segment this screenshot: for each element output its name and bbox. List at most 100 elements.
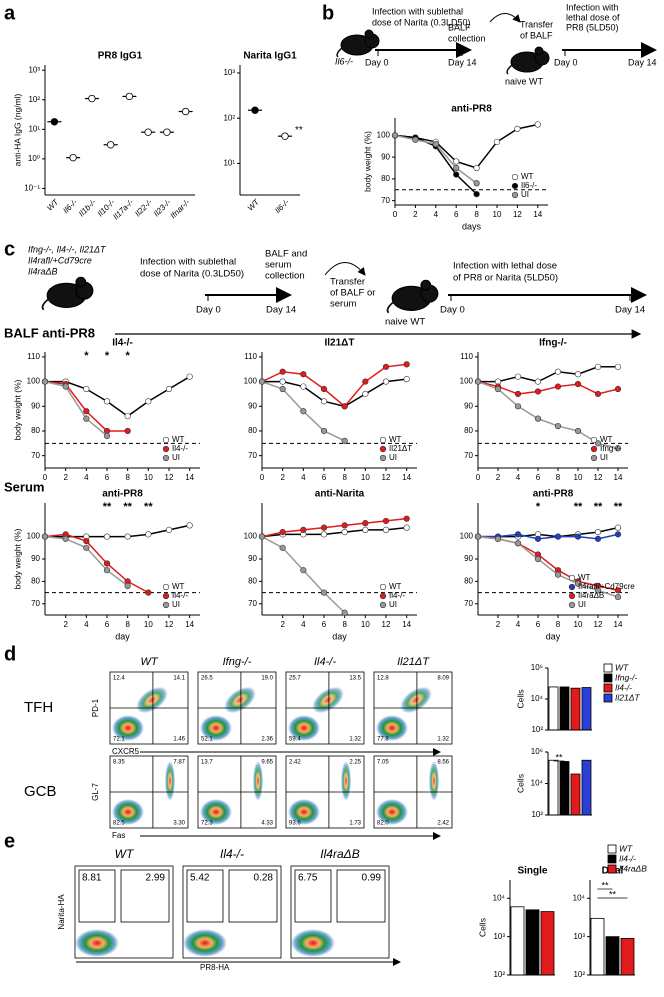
legend-label: Il4-/- <box>619 853 636 863</box>
label: dose of Narita (0.3LD50) <box>140 269 244 280</box>
chart-title: Single <box>517 866 547 877</box>
x-tick-label: 4 <box>516 620 521 629</box>
column-title: Il4raΔB <box>320 847 359 861</box>
quadrant-value: 1.32 <box>437 737 449 743</box>
legend-marker <box>162 592 170 600</box>
data-point <box>514 125 521 132</box>
y-tick-label: 10⁻¹ <box>24 184 40 193</box>
legend-marker <box>162 583 170 591</box>
data-point <box>362 378 369 385</box>
y-axis-label: Cells <box>515 690 525 709</box>
row-label: Serum <box>4 479 44 494</box>
data-point <box>300 526 307 533</box>
label: Infection with sublethal <box>140 257 236 268</box>
x-tick-label: 8 <box>556 620 561 629</box>
significance: ** <box>609 889 617 899</box>
x-tick-label: 14 <box>533 210 542 219</box>
y-tick-label: 100 <box>460 532 474 541</box>
data-point <box>103 533 111 540</box>
legend-label: Ifng-/- <box>600 444 621 453</box>
y-axis-label: Cells <box>477 918 487 937</box>
data-point <box>144 128 152 136</box>
data-point <box>145 531 152 538</box>
x-tick-label: 8 <box>125 620 130 629</box>
data-point <box>279 368 286 375</box>
y-tick-label: 10² <box>28 95 40 104</box>
data-point <box>106 141 115 149</box>
schematic-shapes <box>41 13 657 339</box>
legend-swatch <box>607 844 617 854</box>
quadrant-value: 1.32 <box>349 737 361 743</box>
label: Day 14 <box>448 57 477 67</box>
legend-label: UI <box>389 453 397 462</box>
bar <box>590 917 605 976</box>
data-point <box>320 398 328 405</box>
y-tick-label: 90 <box>381 152 390 161</box>
legend-swatch <box>603 693 613 703</box>
bar <box>559 761 570 816</box>
quadrant-value: 77.8 <box>377 737 389 743</box>
legend-marker <box>511 173 519 181</box>
data-point <box>534 415 542 422</box>
cell-density <box>376 799 408 825</box>
data-point <box>474 378 482 385</box>
x-tick-label: 0 <box>43 473 48 482</box>
data-point <box>62 383 69 390</box>
bar <box>510 906 525 976</box>
significance: * <box>536 501 541 513</box>
x-tick-label: 8 <box>342 473 347 482</box>
cell-density <box>200 715 232 741</box>
series-line <box>261 363 407 408</box>
data-point <box>382 378 390 385</box>
data-point <box>300 383 307 390</box>
cell-density <box>253 761 263 801</box>
gate <box>336 869 386 923</box>
data-point <box>594 529 602 536</box>
cell-density <box>136 686 168 714</box>
y-tick-label: 10⁶ <box>531 747 543 756</box>
legend-marker <box>511 182 519 190</box>
y-tick-label: 80 <box>381 174 390 183</box>
y-tick-label: 10⁴ <box>573 893 586 902</box>
x-tick-label: 6 <box>322 473 327 482</box>
x-tick-label: 8 <box>474 210 479 219</box>
data-point <box>103 567 111 574</box>
data-point <box>341 529 348 536</box>
y-tick-label: 80 <box>31 577 40 586</box>
data-point <box>614 524 622 531</box>
data-point <box>453 158 460 165</box>
label: of PR8 or Narita (5LD50) <box>453 273 558 284</box>
y-tick-label: 70 <box>248 451 257 460</box>
x-tick-label: 6 <box>105 473 110 482</box>
y-tick-label: 10³ <box>573 932 585 941</box>
legend-label: UI <box>600 453 608 462</box>
cell-density <box>224 686 256 714</box>
legend-label: Ifng-/- <box>615 672 637 682</box>
y-tick-label: 100 <box>244 532 258 541</box>
quadrant-value: 9.65 <box>261 760 273 766</box>
quadrant-value: 1.73 <box>349 821 361 827</box>
x-tick-label: 10 <box>574 620 583 629</box>
data-point <box>103 432 111 440</box>
gate-value: 5.42 <box>190 873 210 884</box>
series-line <box>478 366 618 383</box>
legend-label: Il4raΔB <box>619 863 647 873</box>
label: Day 0 <box>365 57 389 67</box>
significance: * <box>126 350 131 362</box>
y-tick-label: 10² <box>573 970 585 979</box>
data-point <box>145 398 152 405</box>
data-point <box>614 363 622 370</box>
data-point <box>165 526 173 533</box>
legend-marker <box>379 592 387 600</box>
y-tick-label: 10² <box>493 970 505 979</box>
legend-label: WT <box>615 662 629 672</box>
series-line <box>477 535 619 598</box>
x-tick-label: 4 <box>301 473 306 482</box>
x-tick-label: 10 <box>361 620 370 629</box>
y-axis-label: body weight (%) <box>12 528 22 589</box>
data-point <box>88 94 96 103</box>
x-tick-label: WT <box>45 197 61 213</box>
data-point <box>473 191 480 198</box>
data-point <box>574 533 582 540</box>
column-title: Il21ΔT <box>397 656 430 668</box>
